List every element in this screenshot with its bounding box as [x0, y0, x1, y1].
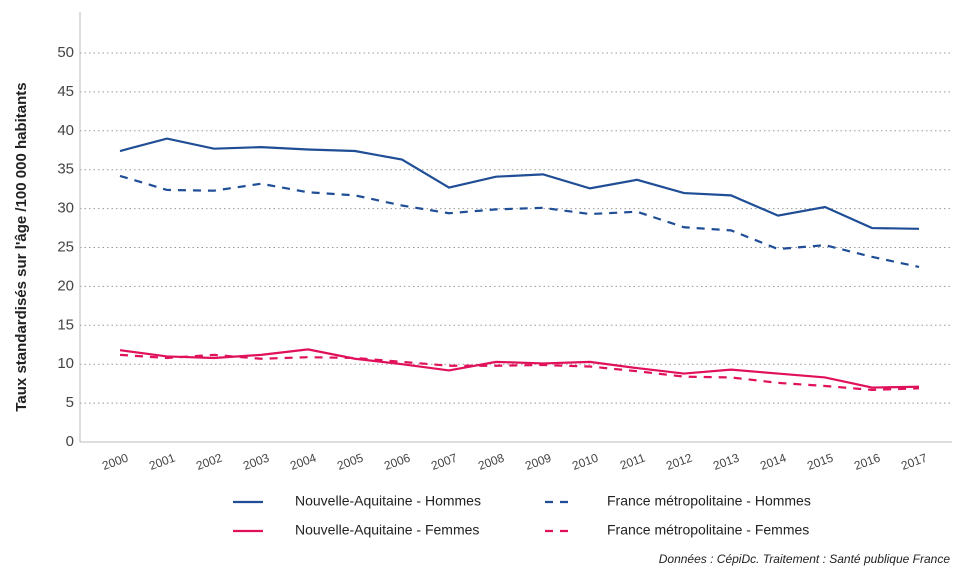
x-tick-label: 2010: [570, 451, 600, 473]
x-tick-label: 2009: [523, 451, 553, 473]
x-tick-label: 2002: [194, 451, 224, 473]
y-axis-label: Taux standardisés sur l'âge /100 000 hab…: [13, 82, 30, 411]
x-tick-label: 2008: [476, 451, 506, 473]
x-tick-label: 2014: [758, 451, 788, 473]
legend-label: France métropolitaine - Hommes: [607, 493, 811, 509]
series-line: [119, 174, 920, 269]
series-line: [119, 348, 920, 389]
y-tick-label: 0: [66, 433, 74, 450]
x-tick-label: 2005: [335, 451, 365, 473]
x-tick-label: 2006: [382, 451, 412, 473]
legend-label: Nouvelle-Aquitaine - Hommes: [295, 493, 481, 509]
y-tick-label: 35: [57, 161, 74, 178]
x-tick-label: 2007: [429, 451, 459, 473]
series-line: [119, 137, 920, 230]
legend-label: Nouvelle-Aquitaine - Femmes: [295, 522, 479, 538]
x-tick-label: 2003: [241, 451, 271, 473]
y-tick-label: 15: [57, 316, 74, 333]
x-tick-label: 2011: [618, 451, 647, 473]
legend-label: France métropolitaine - Femmes: [607, 522, 809, 538]
y-tick-label: 20: [57, 277, 74, 294]
series-line: [119, 353, 920, 391]
x-tick-label: 2001: [147, 451, 177, 473]
x-tick-label: 2013: [711, 451, 741, 473]
x-tick-label: 2004: [288, 451, 318, 473]
x-tick-label: 2012: [664, 451, 694, 473]
x-tick-label: 2000: [100, 451, 130, 473]
y-tick-label: 10: [57, 355, 74, 372]
y-tick-label: 45: [57, 83, 74, 100]
y-tick-label: 50: [57, 44, 74, 61]
x-tick-label: 2015: [805, 451, 835, 473]
y-tick-label: 25: [57, 238, 74, 255]
x-tick-label: 2017: [899, 451, 929, 473]
caption: Données : CépiDc. Traitement : Santé pub…: [659, 552, 951, 566]
y-tick-label: 5: [66, 394, 74, 411]
y-tick-label: 40: [57, 122, 74, 139]
y-tick-label: 30: [57, 200, 74, 217]
x-tick-label: 2016: [852, 451, 882, 473]
